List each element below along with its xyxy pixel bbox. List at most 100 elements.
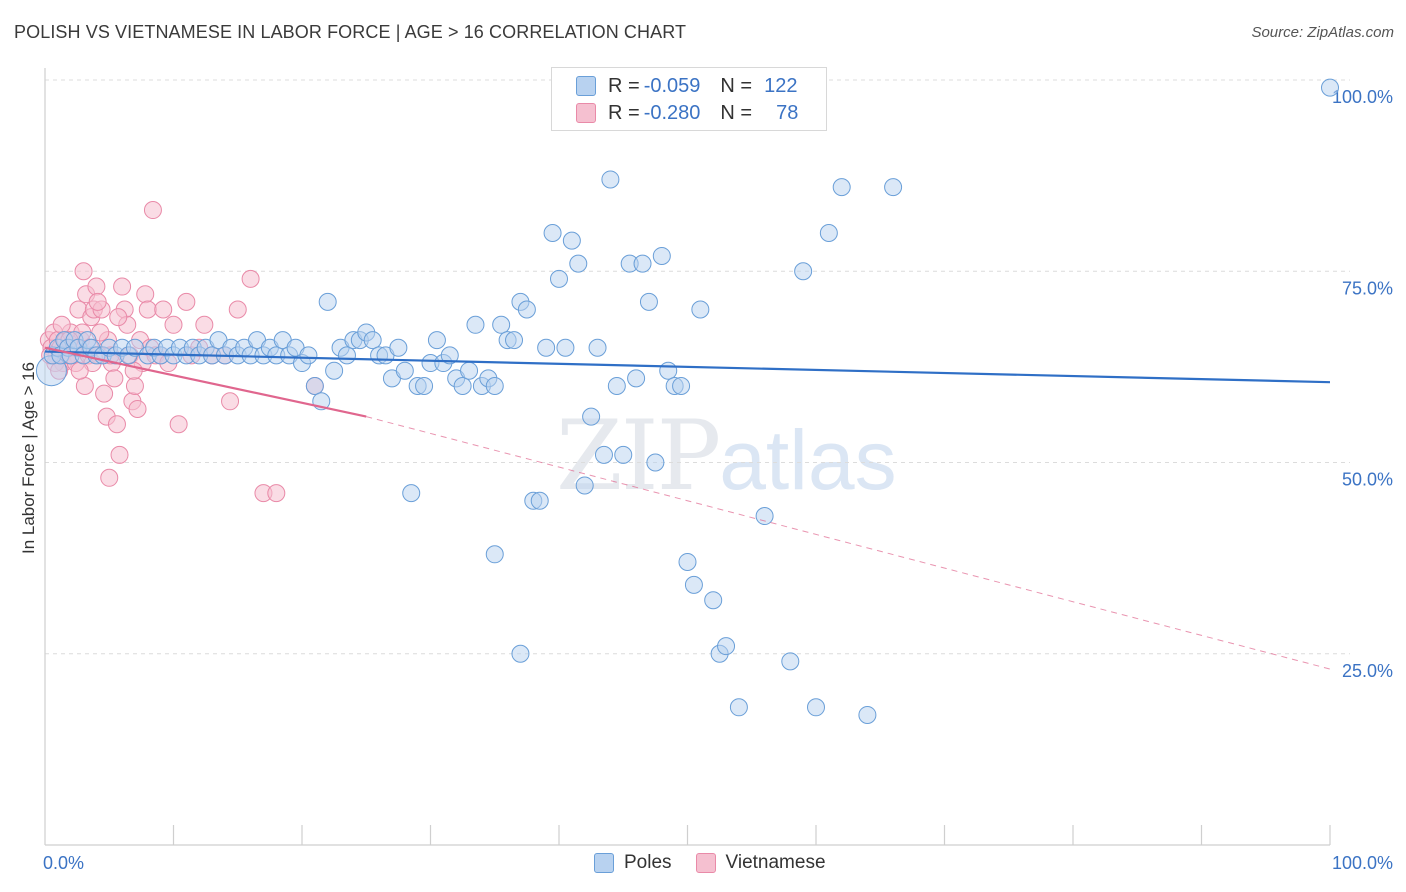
poles-point: [594, 445, 613, 464]
poles-swatch: [594, 853, 614, 873]
vietnamese-point: [154, 300, 173, 319]
x-tick-label: 0.0%: [43, 853, 84, 873]
legend-r-value: -0.280: [643, 101, 701, 124]
y-tick-label: 100.0%: [1332, 87, 1393, 107]
poles-point: [601, 170, 620, 189]
poles-point: [607, 377, 626, 395]
vietnamese-swatch: [695, 853, 716, 873]
poles-point: [485, 545, 504, 564]
poles-point: [363, 331, 382, 350]
poles-point: [530, 491, 549, 510]
poles-point: [550, 269, 568, 288]
legend-row-vietnamese: R = -0.280 N = 78: [576, 101, 798, 125]
y-tick-label: 75.0%: [1342, 278, 1393, 298]
legend-n-value: 122: [764, 74, 798, 97]
vietnamese-point: [87, 277, 106, 296]
poles-point: [427, 331, 446, 350]
poles-point: [492, 315, 511, 334]
legend-vietnamese-label: Vietnamese: [725, 852, 826, 873]
poles-point: [556, 338, 575, 357]
poles-point: [704, 591, 723, 610]
poles-point: [389, 338, 408, 357]
poles-point: [453, 377, 472, 395]
poles-point: [729, 698, 748, 717]
vietnamese-point: [128, 399, 147, 418]
axes: [44, 68, 1331, 846]
watermark-atlas: atlas: [719, 413, 897, 507]
poles-point: [299, 346, 318, 365]
poles-point: [678, 552, 697, 571]
poles-point: [569, 254, 588, 273]
legend-r-value: -0.059: [643, 74, 701, 97]
poles-point: [781, 652, 800, 671]
vietnamese-point: [95, 384, 114, 403]
poles-point: [672, 377, 691, 395]
vietnamese-point: [105, 369, 124, 388]
poles-trend-line: [44, 350, 1331, 384]
legend-row-poles: R = -0.059 N = 122: [576, 74, 797, 98]
poles-point: [614, 445, 633, 464]
vietnamese-point: [177, 292, 196, 311]
legend-r-label: R =: [608, 101, 640, 124]
legend-n-label: N =: [720, 74, 753, 97]
poles-point: [395, 361, 414, 380]
vietnamese-point: [169, 415, 188, 434]
trend-lines: [44, 346, 1331, 670]
poles-point: [858, 705, 877, 724]
vietnamese-point: [195, 315, 214, 334]
vietnamese-point: [74, 262, 93, 281]
y-tick-label: 50.0%: [1342, 470, 1393, 490]
vietnamese-point: [143, 201, 162, 220]
poles-point: [440, 346, 459, 365]
vietnamese-swatch: [576, 103, 596, 123]
poles-point: [627, 369, 646, 388]
poles-point: [517, 300, 536, 319]
poles-point: [325, 361, 344, 380]
poles-point: [646, 453, 665, 472]
chart-title: POLISH VS VIETNAMESE IN LABOR FORCE | AG…: [14, 22, 687, 42]
poles-point: [717, 637, 736, 656]
poles-point: [505, 331, 524, 350]
poles-point: [318, 292, 337, 311]
source-label: Source: ZipAtlas.com: [1251, 24, 1394, 41]
poles-point: [884, 178, 903, 197]
x-tick-label: 100.0%: [1332, 853, 1393, 873]
poles-point: [659, 361, 678, 380]
vietnamese-point: [110, 445, 129, 464]
poles-point: [337, 346, 356, 365]
legend-item-poles: Poles: [594, 852, 672, 874]
correlation-legend: R = -0.059 N = 122 R = -0.280 N = 78: [551, 67, 827, 131]
poles-point: [460, 361, 479, 380]
vietnamese-trend-line: [44, 346, 367, 418]
vietnamese-point: [70, 361, 89, 380]
vietnamese-point: [88, 292, 107, 311]
legend-n-label: N =: [720, 101, 753, 124]
poles-point: [794, 262, 813, 281]
series-legend: Poles Vietnamese: [594, 852, 850, 874]
poles-point: [807, 698, 825, 717]
legend-r-label: R =: [608, 74, 640, 97]
legend-item-vietnamese: Vietnamese: [695, 852, 826, 874]
gridlines: [45, 79, 1350, 655]
poles-point: [755, 507, 774, 526]
vietnamese-point: [52, 315, 71, 334]
poles-point: [819, 224, 838, 242]
y-axis-label: In Labor Force | Age > 16: [19, 362, 38, 554]
poles-point: [466, 315, 485, 334]
poles-point: [485, 377, 504, 395]
poles-point: [639, 292, 658, 311]
legend-n-value: 78: [776, 101, 799, 124]
vietnamese-point: [221, 392, 240, 411]
poles-point: [582, 407, 601, 426]
poles-point: [305, 377, 324, 395]
vietnamese-point: [241, 269, 260, 288]
poles-point: [588, 338, 607, 357]
poles-point: [832, 178, 851, 197]
poles-point: [633, 254, 652, 273]
vietnamese-point: [267, 484, 286, 503]
poles-point: [537, 338, 556, 357]
legend-poles-label: Poles: [624, 852, 672, 873]
poles-point: [1321, 78, 1339, 97]
vietnamese-point: [75, 377, 94, 395]
